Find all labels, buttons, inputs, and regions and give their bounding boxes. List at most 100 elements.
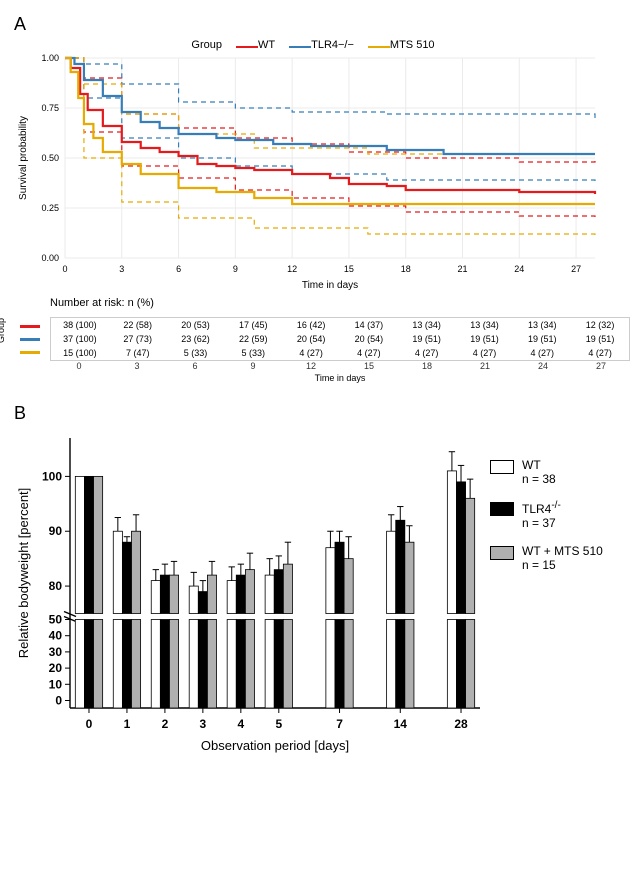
svg-text:Observation period [days]: Observation period [days] [201,738,349,753]
survival-chart: 03691215182124270.000.250.500.751.00Time… [10,53,610,293]
svg-text:27: 27 [571,264,581,274]
panel-b: B 010203040508090100Relative bodyweight … [10,403,630,758]
legend-swatch-mts [368,46,390,48]
risk-cell: 15 (100) [51,346,109,360]
svg-text:7: 7 [336,717,343,731]
risk-cell: 4 (27) [398,346,456,360]
legend-swatch-wt [236,46,258,48]
svg-text:9: 9 [233,264,238,274]
svg-text:0.00: 0.00 [41,253,59,263]
legend-item: TLR4-/-n = 37 [490,500,603,530]
risk-cell: 19 (51) [398,332,456,346]
risk-cell: 4 (27) [571,346,629,360]
svg-text:21: 21 [457,264,467,274]
risk-tick: 0 [50,361,108,371]
svg-text:6: 6 [176,264,181,274]
risk-tick: 24 [514,361,572,371]
svg-text:90: 90 [49,524,63,538]
svg-text:24: 24 [514,264,524,274]
legend-item: WTn = 38 [490,458,603,486]
svg-text:0.50: 0.50 [41,153,59,163]
risk-cell: 38 (100) [51,318,109,332]
risk-cell: 7 (47) [109,346,167,360]
svg-text:4: 4 [237,717,244,731]
risk-xlabel: Time in days [50,373,630,383]
risk-tick: 3 [108,361,166,371]
svg-text:15: 15 [344,264,354,274]
svg-text:5: 5 [275,717,282,731]
panel-a: A Group WTTLR4−/−MTS 510 036912151821242… [10,14,630,383]
svg-text:1.00: 1.00 [41,53,59,63]
svg-text:1: 1 [124,717,131,731]
legend-text: WT + MTS 510n = 15 [522,544,603,572]
panel-b-label: B [14,403,630,424]
risk-cell: 5 (33) [167,346,225,360]
panel-a-legend: Group WT TLR4−/− MTS 510 [10,39,630,51]
risk-group-axis-label: Group [0,318,6,343]
risk-cell: 4 (27) [282,346,340,360]
panel-b-legend: WTn = 38 TLR4-/-n = 37 WT + MTS 510n = 15 [490,458,603,586]
svg-text:0: 0 [86,717,93,731]
svg-text:30: 30 [49,645,63,659]
svg-text:80: 80 [49,579,63,593]
svg-text:100: 100 [42,469,62,483]
svg-text:28: 28 [454,717,468,731]
svg-text:12: 12 [287,264,297,274]
risk-cell: 13 (34) [398,318,456,332]
legend-text: TLR4-/-n = 37 [522,500,561,530]
svg-text:0: 0 [62,264,67,274]
svg-text:2: 2 [162,717,169,731]
risk-cell: 12 (32) [571,318,629,332]
risk-cell: 19 (51) [571,332,629,346]
risk-cell: 19 (51) [456,332,514,346]
risk-cell: 16 (42) [282,318,340,332]
svg-text:3: 3 [200,717,207,731]
legend-swatch [490,546,514,560]
risk-cell: 17 (45) [224,318,282,332]
legend-swatch-tlr4 [289,46,311,48]
legend-swatch [490,502,514,516]
svg-text:20: 20 [49,661,63,675]
svg-text:0.25: 0.25 [41,203,59,213]
risk-table-header: Number at risk: n (%) [50,297,630,309]
svg-text:0.75: 0.75 [41,103,59,113]
svg-text:Relative bodyweight [percent]: Relative bodyweight [percent] [16,488,31,659]
legend-label-mts: MTS 510 [390,39,435,51]
svg-text:Time in days: Time in days [302,280,358,291]
legend-item: WT + MTS 510n = 15 [490,544,603,572]
svg-text:Survival probability: Survival probability [18,116,29,200]
risk-cell: 20 (54) [282,332,340,346]
legend-swatch [490,460,514,474]
risk-cell: 4 (27) [456,346,514,360]
risk-tick: 15 [340,361,398,371]
risk-tick: 18 [398,361,456,371]
risk-tick: 9 [224,361,282,371]
risk-swatch [20,351,40,354]
risk-tick: 6 [166,361,224,371]
risk-swatch [20,338,40,341]
risk-cell: 19 (51) [513,332,571,346]
risk-table: Group38 (100)22 (58)20 (53)17 (45)16 (42… [10,317,630,383]
risk-cell: 14 (37) [340,318,398,332]
risk-cell: 22 (59) [224,332,282,346]
risk-cell: 13 (34) [513,318,571,332]
svg-text:50: 50 [49,613,63,627]
legend-label-wt: WT [258,39,275,51]
svg-text:10: 10 [49,677,63,691]
svg-text:40: 40 [49,629,63,643]
svg-text:18: 18 [401,264,411,274]
legend-label-tlr4: TLR4−/− [311,39,354,51]
risk-cell: 27 (73) [109,332,167,346]
risk-cell: 22 (58) [109,318,167,332]
risk-cell: 13 (34) [456,318,514,332]
risk-swatch [20,325,40,328]
panel-a-label: A [14,14,630,35]
risk-tick: 21 [456,361,514,371]
risk-cell: 23 (62) [167,332,225,346]
legend-title: Group [191,39,222,51]
risk-tick: 27 [572,361,630,371]
risk-cell: 4 (27) [513,346,571,360]
svg-text:0: 0 [55,694,62,708]
legend-text: WTn = 38 [522,458,556,486]
risk-cell: 20 (54) [340,332,398,346]
